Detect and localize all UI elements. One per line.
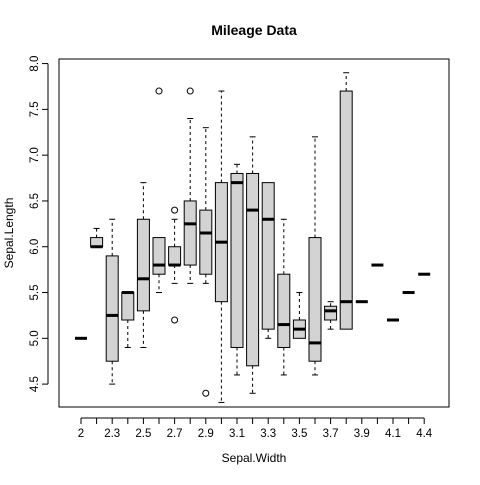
outlier-point xyxy=(171,206,179,214)
x-tick-label: 2.9 xyxy=(198,428,214,440)
x-tick-label: 3.5 xyxy=(291,428,307,440)
box-body xyxy=(339,90,353,330)
box-body xyxy=(277,273,291,348)
box-body xyxy=(199,209,213,275)
box-body xyxy=(168,246,182,266)
outlier-point xyxy=(155,87,163,95)
x-axis-label: Sepal.Width xyxy=(222,451,287,465)
box-body xyxy=(230,172,244,348)
box-body xyxy=(308,237,322,362)
y-tick-label: 7.5 xyxy=(29,101,41,117)
box-body xyxy=(183,200,197,266)
x-tick-label: 4.1 xyxy=(385,428,401,440)
y-tick-label: 4.5 xyxy=(29,376,41,392)
y-tick-label: 8.0 xyxy=(29,56,41,72)
x-tick-label: 2 xyxy=(78,428,84,440)
y-axis-label: Sepal.Length xyxy=(2,198,16,269)
box-body xyxy=(246,172,260,367)
box-body xyxy=(324,305,338,321)
chart-title: Mileage Data xyxy=(211,22,297,38)
x-tick-label: 2.5 xyxy=(135,428,151,440)
box-body xyxy=(261,182,275,330)
x-tick-label: 4.4 xyxy=(416,428,433,440)
y-tick-label: 6.5 xyxy=(29,193,41,209)
y-tick-label: 6.0 xyxy=(29,239,41,255)
x-tick-label: 3.9 xyxy=(354,428,370,440)
plot-frame xyxy=(58,58,450,408)
box-body xyxy=(121,292,135,321)
box-body xyxy=(105,255,119,362)
x-tick-label: 2.3 xyxy=(104,428,120,440)
y-tick-label: 7.0 xyxy=(29,147,41,163)
x-tick-label: 2.7 xyxy=(167,428,183,440)
outlier-point xyxy=(171,316,179,324)
box-body xyxy=(136,218,150,312)
outlier-point xyxy=(186,87,194,95)
plot-area: 4.5 5.0 5.5 6.0 6.5 7.0 7.5 8.0 2 2.3 2.5 2.7 2.9 3.1… xyxy=(29,56,450,440)
y-tick-label: 5.0 xyxy=(29,330,41,346)
x-tick-label: 3.1 xyxy=(229,428,245,440)
x-tick-label: 3.3 xyxy=(260,428,276,440)
x-tick-label: 3.7 xyxy=(323,428,339,440)
outlier-point xyxy=(202,389,210,397)
y-tick-label: 5.5 xyxy=(29,285,41,301)
box-body xyxy=(152,237,166,275)
